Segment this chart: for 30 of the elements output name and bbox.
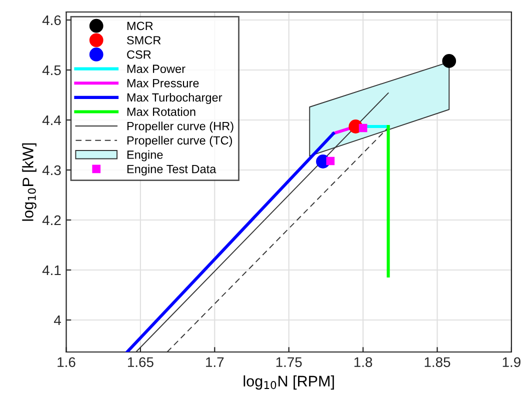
x-tick-label: 1.7 (206, 357, 224, 367)
legend-label: CSR (127, 50, 151, 59)
legend-label: Max Turbocharger (127, 92, 222, 104)
y-tick-label: 4 (54, 315, 61, 326)
point (326, 156, 335, 166)
legend-label: Engine (127, 150, 163, 162)
x-tick-label: 1.65 (128, 357, 154, 368)
y-tick-label: 4.6 (42, 15, 61, 26)
y-tick-label: 4.1 (42, 265, 61, 276)
x-tick-label: 1.85 (424, 357, 450, 368)
legend-label: MCR (127, 22, 153, 30)
x-tick-label: 1.75 (276, 357, 302, 368)
y-axis-title: log$_{10}$P [kW] (22, 143, 36, 221)
point (442, 54, 456, 68)
legend-label: Max Pressure (127, 79, 199, 88)
x-axis-title: log$_{10}$N [RPM] (244, 375, 334, 390)
legend-label: Propeller curve (TC) (127, 136, 232, 147)
y-tick-label: 4.5 (42, 65, 61, 76)
y-tick-label: 4.4 (42, 115, 61, 126)
legend-label: Propeller curve (HR) (127, 122, 234, 133)
x-tick-label: 1.8 (354, 357, 372, 368)
x-tick-label: 1.9 (502, 357, 520, 368)
y-tick-label: 4.3 (42, 165, 61, 176)
x-tick-label: 1.6 (58, 357, 76, 368)
legend-label: SMCR (126, 36, 161, 44)
y-tick-label: 4.2 (42, 215, 61, 226)
point (358, 124, 368, 132)
legend-label: Max Power (127, 64, 186, 74)
legend-label: Engine Test Data (127, 164, 216, 176)
legend-label: Max Rotation (127, 107, 196, 116)
